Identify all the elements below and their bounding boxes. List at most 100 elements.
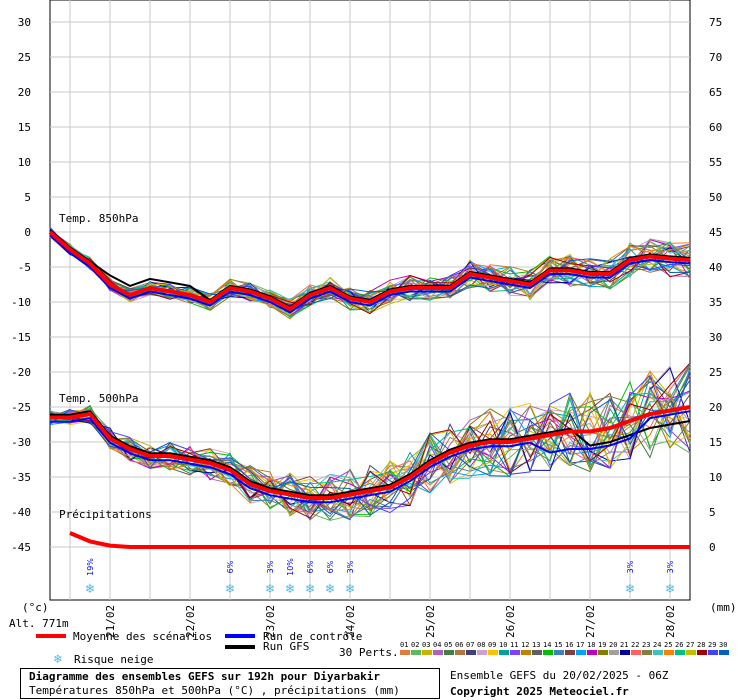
pert-number: 19	[598, 641, 606, 649]
pert-swatch	[686, 650, 696, 655]
mean-850-line	[48, 230, 691, 312]
pert-number: 08	[477, 641, 485, 649]
pert-number: 11	[510, 641, 518, 649]
left-tick-label: -30	[11, 436, 31, 449]
pert-swatch	[422, 650, 432, 655]
snowflake-icon: ❄	[226, 581, 235, 597]
left-tick-label: -40	[11, 506, 31, 519]
panel-labels: Temp. 850hPa Temp. 500hPa Précipitations	[59, 212, 152, 521]
perturbation-500-line	[49, 379, 691, 516]
x-tick-label: 25/02	[424, 605, 437, 638]
perturbation-legend: 01 02 03 04 05 06 07 08 09 10 11 12 13 14 15 16 17 18 19 20…	[400, 641, 729, 655]
left-tick-label: -10	[11, 296, 31, 309]
right-tick-label: 30	[709, 331, 722, 344]
y-axis-ticks: 302520151050-5-10-15-20-25-30-35-40-4575…	[11, 16, 722, 554]
left-tick-label: -25	[11, 401, 31, 414]
pert-number: 13	[532, 641, 540, 649]
mean-precip-line	[69, 531, 690, 549]
pert-swatch	[642, 650, 652, 655]
pert-swatch	[488, 650, 498, 655]
pert-swatch	[521, 650, 531, 655]
pert-swatch	[664, 650, 674, 655]
pert-number: 30	[719, 641, 727, 649]
left-tick-label: 30	[18, 16, 31, 29]
legend-gfs-label: Run GFS	[263, 640, 309, 653]
left-tick-label: 25	[18, 51, 31, 64]
x-tick-label: 26/02	[504, 605, 517, 638]
pert-number: 28	[697, 641, 705, 649]
pert-number: 15	[554, 641, 562, 649]
right-tick-label: 15	[709, 436, 722, 449]
perturbation-500-line	[49, 396, 691, 515]
legend-mean-label: Moyenne des scénarios	[73, 630, 212, 643]
snowflake-icon: ❄	[666, 581, 675, 597]
pert-swatch	[697, 650, 707, 655]
pert-number: 09	[488, 641, 496, 649]
pert-swatch	[477, 650, 487, 655]
x-tick-label: 24/02	[344, 605, 357, 638]
right-tick-label: 75	[709, 16, 722, 29]
right-tick-label: 10	[709, 471, 722, 484]
legend-perts-label: 30 Perts.	[339, 646, 399, 659]
footer-title-box: Diagramme des ensembles GEFS sur 192h po…	[20, 668, 440, 699]
pert-swatch	[576, 650, 586, 655]
pert-swatch	[609, 650, 619, 655]
snow-percent-label: 6%	[226, 560, 235, 573]
gfs-500-line	[50, 410, 691, 497]
left-tick-label: 5	[24, 191, 31, 204]
snowflake-icon: ❄	[346, 581, 355, 597]
pert-number: 04	[433, 641, 441, 649]
left-tick-label: 10	[18, 156, 31, 169]
right-tick-label: 45	[709, 226, 722, 239]
chart-title: Diagramme des ensembles GEFS sur 192h po…	[29, 670, 380, 683]
left-tick-label: -20	[11, 366, 31, 379]
left-tick-label: -5	[18, 261, 31, 274]
right-tick-label: 50	[709, 191, 722, 204]
perturbation-500-line	[49, 370, 691, 516]
pert-swatch	[499, 650, 509, 655]
main-series-lines	[48, 229, 691, 549]
snowflake-icon: ❄	[626, 581, 635, 597]
snow-marker: 19% ❄	[86, 558, 95, 597]
snowflake-icon: ❄	[86, 581, 95, 597]
snow-percent-label: 10%	[286, 558, 295, 576]
snow-percent-label: 19%	[86, 558, 95, 576]
pert-number: 02	[411, 641, 419, 649]
right-tick-label: 20	[709, 401, 722, 414]
pert-number: 05	[444, 641, 452, 649]
mean-500-line	[50, 405, 691, 500]
right-tick-label: 55	[709, 156, 722, 169]
pert-number: 10	[499, 641, 507, 649]
legend: Moyenne des scénarios Run de contrôle Ru…	[36, 630, 729, 667]
pert-swatch	[653, 650, 663, 655]
pert-swatch	[532, 650, 542, 655]
left-tick-label: 15	[18, 121, 31, 134]
x-tick-label: 21/02	[104, 605, 117, 638]
right-tick-label: 65	[709, 86, 722, 99]
pert-swatch	[400, 650, 410, 655]
perturbation-500-line	[49, 390, 691, 516]
snow-marker: 3% ❄	[626, 560, 635, 597]
pert-number: 26	[675, 641, 683, 649]
pert-number: 22	[631, 641, 639, 649]
pert-swatch	[719, 650, 729, 655]
snow-marker: 3% ❄	[666, 560, 675, 597]
snow-marker: 6% ❄	[306, 560, 315, 597]
control-850-line	[49, 234, 691, 314]
snow-percent-label: 6%	[306, 560, 315, 573]
snowflake-icon: ❄	[326, 581, 335, 597]
pert-swatch	[620, 650, 630, 655]
snow-marker: 6% ❄	[326, 560, 335, 597]
snow-marker: 3% ❄	[266, 560, 275, 597]
right-tick-label: 60	[709, 121, 722, 134]
pert-swatch	[510, 650, 520, 655]
pert-swatch	[675, 650, 685, 655]
pert-number: 20	[609, 641, 617, 649]
right-tick-label: 35	[709, 296, 722, 309]
snow-percent-label: 3%	[266, 560, 275, 573]
altitude-label: Alt. 771m	[9, 617, 69, 630]
pert-number: 25	[664, 641, 672, 649]
pert-number: 18	[587, 641, 595, 649]
right-tick-label: 70	[709, 51, 722, 64]
